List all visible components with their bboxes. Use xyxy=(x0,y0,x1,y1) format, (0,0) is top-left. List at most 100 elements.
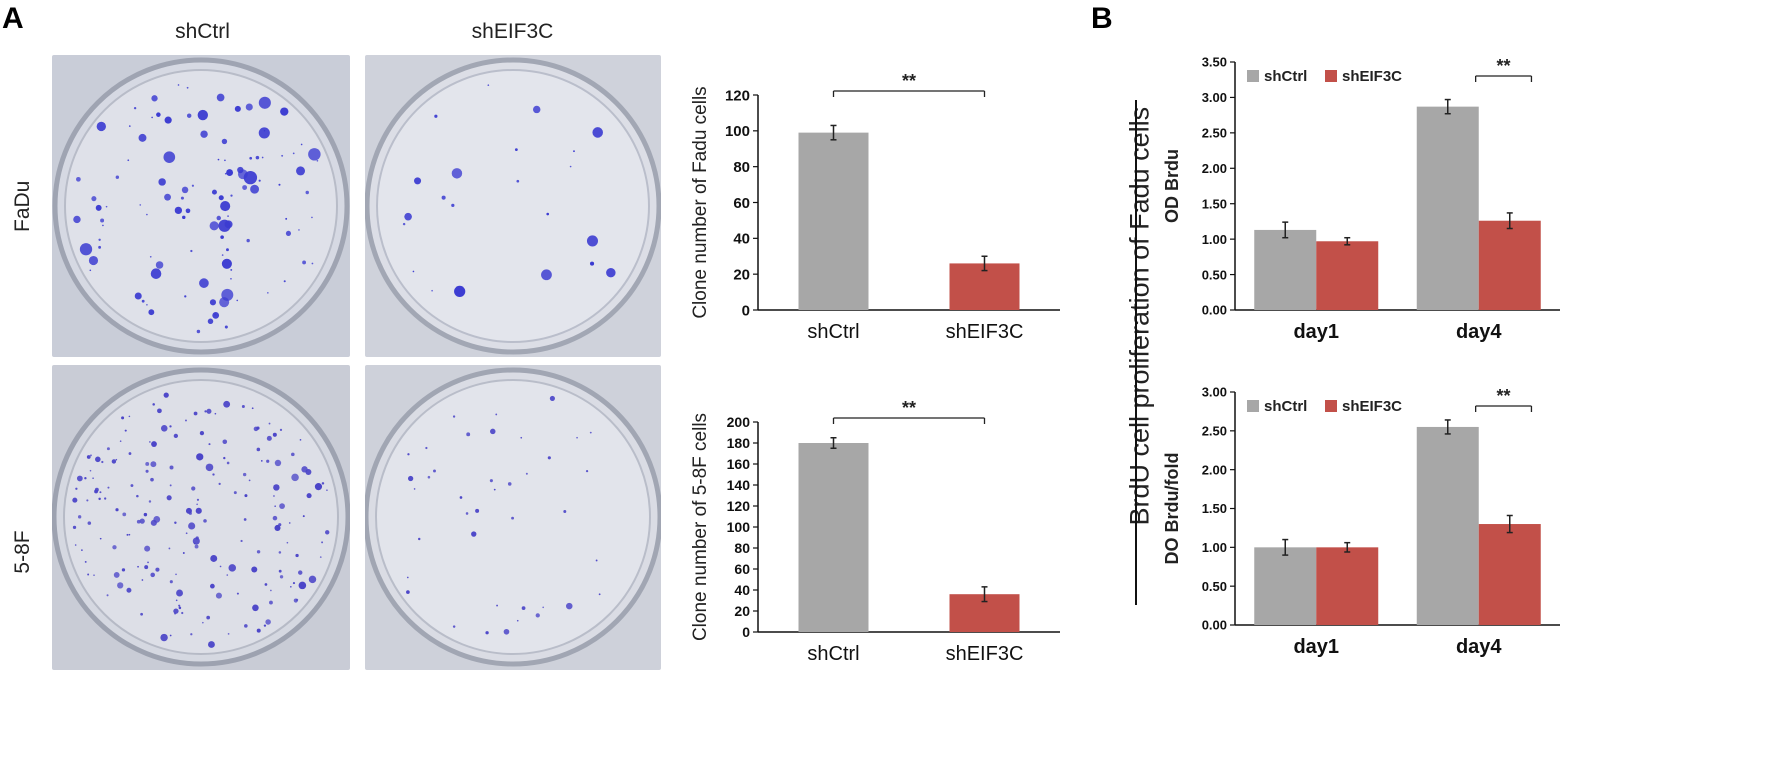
colony-dot xyxy=(431,289,433,292)
colony-dot xyxy=(204,410,207,413)
x-category-label: shCtrl xyxy=(807,321,859,343)
colony-dot xyxy=(77,515,82,519)
colony-dot xyxy=(253,426,259,432)
colony-dot xyxy=(263,624,267,627)
panel-b-letter: B xyxy=(1091,2,1113,35)
colony-dot xyxy=(117,582,124,589)
colony-dot xyxy=(188,511,192,515)
colony-dot xyxy=(547,456,551,460)
colony-dot xyxy=(417,537,421,541)
colony-dot xyxy=(233,491,237,495)
panel-b-divider xyxy=(1135,100,1137,605)
colony-dot xyxy=(72,497,78,503)
y-tick-label: 3.50 xyxy=(1202,55,1227,70)
colony-dot xyxy=(74,544,77,546)
colony-dot xyxy=(451,203,455,207)
colony-dot xyxy=(106,594,109,597)
colony-dot xyxy=(199,430,205,436)
colony-dot xyxy=(507,482,512,486)
colony-dot xyxy=(298,570,303,575)
colony-dot xyxy=(164,193,171,201)
row-label-fadu: FaDu xyxy=(11,180,34,232)
colony-dot xyxy=(292,582,296,585)
colony-dot xyxy=(305,190,309,195)
y-tick-label: 80 xyxy=(734,540,750,556)
colony-dot xyxy=(278,569,282,573)
colony-dot xyxy=(589,431,592,434)
colony-dot xyxy=(495,413,498,416)
colony-dot xyxy=(441,195,446,200)
colony-dot xyxy=(240,539,243,543)
colony-dot xyxy=(295,598,299,602)
colony-dot xyxy=(569,165,572,168)
colony-dot xyxy=(406,576,409,579)
colony-dot xyxy=(150,477,154,482)
y-tick-label: 0.50 xyxy=(1202,267,1227,282)
colony-dot xyxy=(133,106,137,110)
colony-dot xyxy=(208,641,215,648)
colony-dot xyxy=(485,631,489,635)
colony-dot xyxy=(305,468,312,475)
colony-dot xyxy=(285,230,292,236)
colony-dot xyxy=(234,105,241,112)
chart-5-8f-clone: 0 20 40 60 80 100 120 140 160 180 200 Clone number … xyxy=(690,398,1060,665)
colony-dot xyxy=(286,541,289,544)
colony-dot xyxy=(218,482,221,485)
x-category-label: day1 xyxy=(1293,636,1339,658)
colony-dot xyxy=(181,186,189,194)
colony-dot xyxy=(99,537,102,540)
colony-dot xyxy=(256,550,261,554)
colony-dot xyxy=(86,499,89,502)
colony-dot xyxy=(264,583,268,586)
y-tick-label: 3.00 xyxy=(1202,385,1227,400)
colony-dot xyxy=(595,559,598,562)
colony-dot xyxy=(606,267,616,278)
colony-dot xyxy=(288,522,291,524)
colony-dot xyxy=(98,497,101,501)
colony-dot xyxy=(496,604,498,607)
colony-dot xyxy=(84,560,87,563)
colony-dot xyxy=(242,185,248,190)
y-tick-label: 2.50 xyxy=(1202,424,1227,439)
colony-dot xyxy=(84,477,87,480)
colony-dot xyxy=(589,261,595,266)
colony-dot xyxy=(487,84,490,86)
colony-dot xyxy=(563,510,567,514)
panel-a-letter: A xyxy=(2,2,24,35)
y-tick-label: 40 xyxy=(733,231,750,248)
colony-dot xyxy=(404,212,412,221)
colony-dot xyxy=(186,113,192,118)
colony-dot xyxy=(413,177,422,185)
colony-dot xyxy=(127,159,130,162)
y-tick-label: 0 xyxy=(742,302,750,319)
colony-dot xyxy=(115,458,118,461)
colony-dot xyxy=(150,268,162,279)
colony-dot xyxy=(205,463,214,472)
colony-dot xyxy=(471,531,477,537)
colony-dot xyxy=(228,564,237,572)
colony-dot xyxy=(208,443,211,446)
colony-dot xyxy=(250,184,260,194)
colony-dot xyxy=(141,579,144,581)
colony-dot xyxy=(79,243,93,256)
colony-dot xyxy=(124,429,127,432)
plate-fadu-sheif3c xyxy=(365,55,661,357)
colony-dot xyxy=(193,411,198,416)
colony-dot xyxy=(258,96,271,109)
colony-dot xyxy=(452,625,456,628)
colony-dot xyxy=(196,329,201,334)
colony-dot xyxy=(407,475,414,482)
colony-dot xyxy=(573,150,575,153)
colony-dot xyxy=(149,441,151,443)
y-tick-label: 20 xyxy=(733,267,750,284)
colony-dot xyxy=(598,593,601,596)
colony-dot xyxy=(192,537,200,545)
colony-dot xyxy=(155,261,164,269)
bar xyxy=(798,443,869,632)
y-tick-label: 180 xyxy=(727,435,751,451)
colony-dot xyxy=(134,292,142,300)
colony-dot xyxy=(196,498,200,501)
colony-dot xyxy=(169,484,172,487)
bar xyxy=(1416,426,1479,625)
colony-dot xyxy=(169,465,174,470)
